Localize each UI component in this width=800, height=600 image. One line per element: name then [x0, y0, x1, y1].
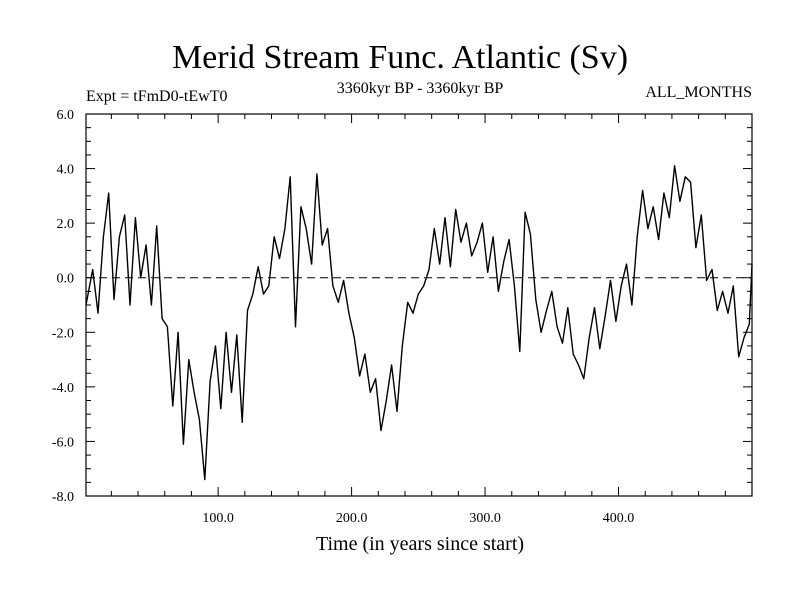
x-axis-title: Time (in years since start) — [316, 533, 524, 555]
plot-frame — [85, 113, 753, 497]
y-tick-label: 0.0 — [57, 272, 75, 287]
y-tick-label: -4.0 — [52, 381, 74, 396]
x-axis-ticks: 100.0 200.0 300.0 400.0 — [110, 114, 726, 526]
y-tick-label: 2.0 — [57, 217, 75, 232]
y-tick-label: -6.0 — [52, 435, 74, 450]
y-tick-label: 6.0 — [57, 108, 75, 123]
x-tick-label: 300.0 — [469, 511, 501, 526]
chart-title: Merid Stream Func. Atlantic (Sv) — [171, 39, 629, 76]
y-tick-label: -8.0 — [52, 490, 74, 505]
y-axis-ticks: 6.0 4.0 2.0 0.0 -2.0 -4.0 -6.0 -8.0 — [52, 108, 752, 505]
experiment-label: Expt = tFmD0-tEwT0 — [86, 88, 228, 105]
time-range-label: 3360kyr BP - 3360kyr BP — [336, 80, 504, 97]
y-tick-label: -2.0 — [52, 326, 74, 341]
x-tick-label: 200.0 — [336, 511, 368, 526]
y-tick-label: 4.0 — [57, 163, 75, 178]
x-tick-label: 400.0 — [603, 511, 635, 526]
x-tick-label: 100.0 — [202, 511, 234, 526]
months-label: ALL_MONTHS — [645, 84, 752, 101]
series-line — [85, 165, 753, 481]
